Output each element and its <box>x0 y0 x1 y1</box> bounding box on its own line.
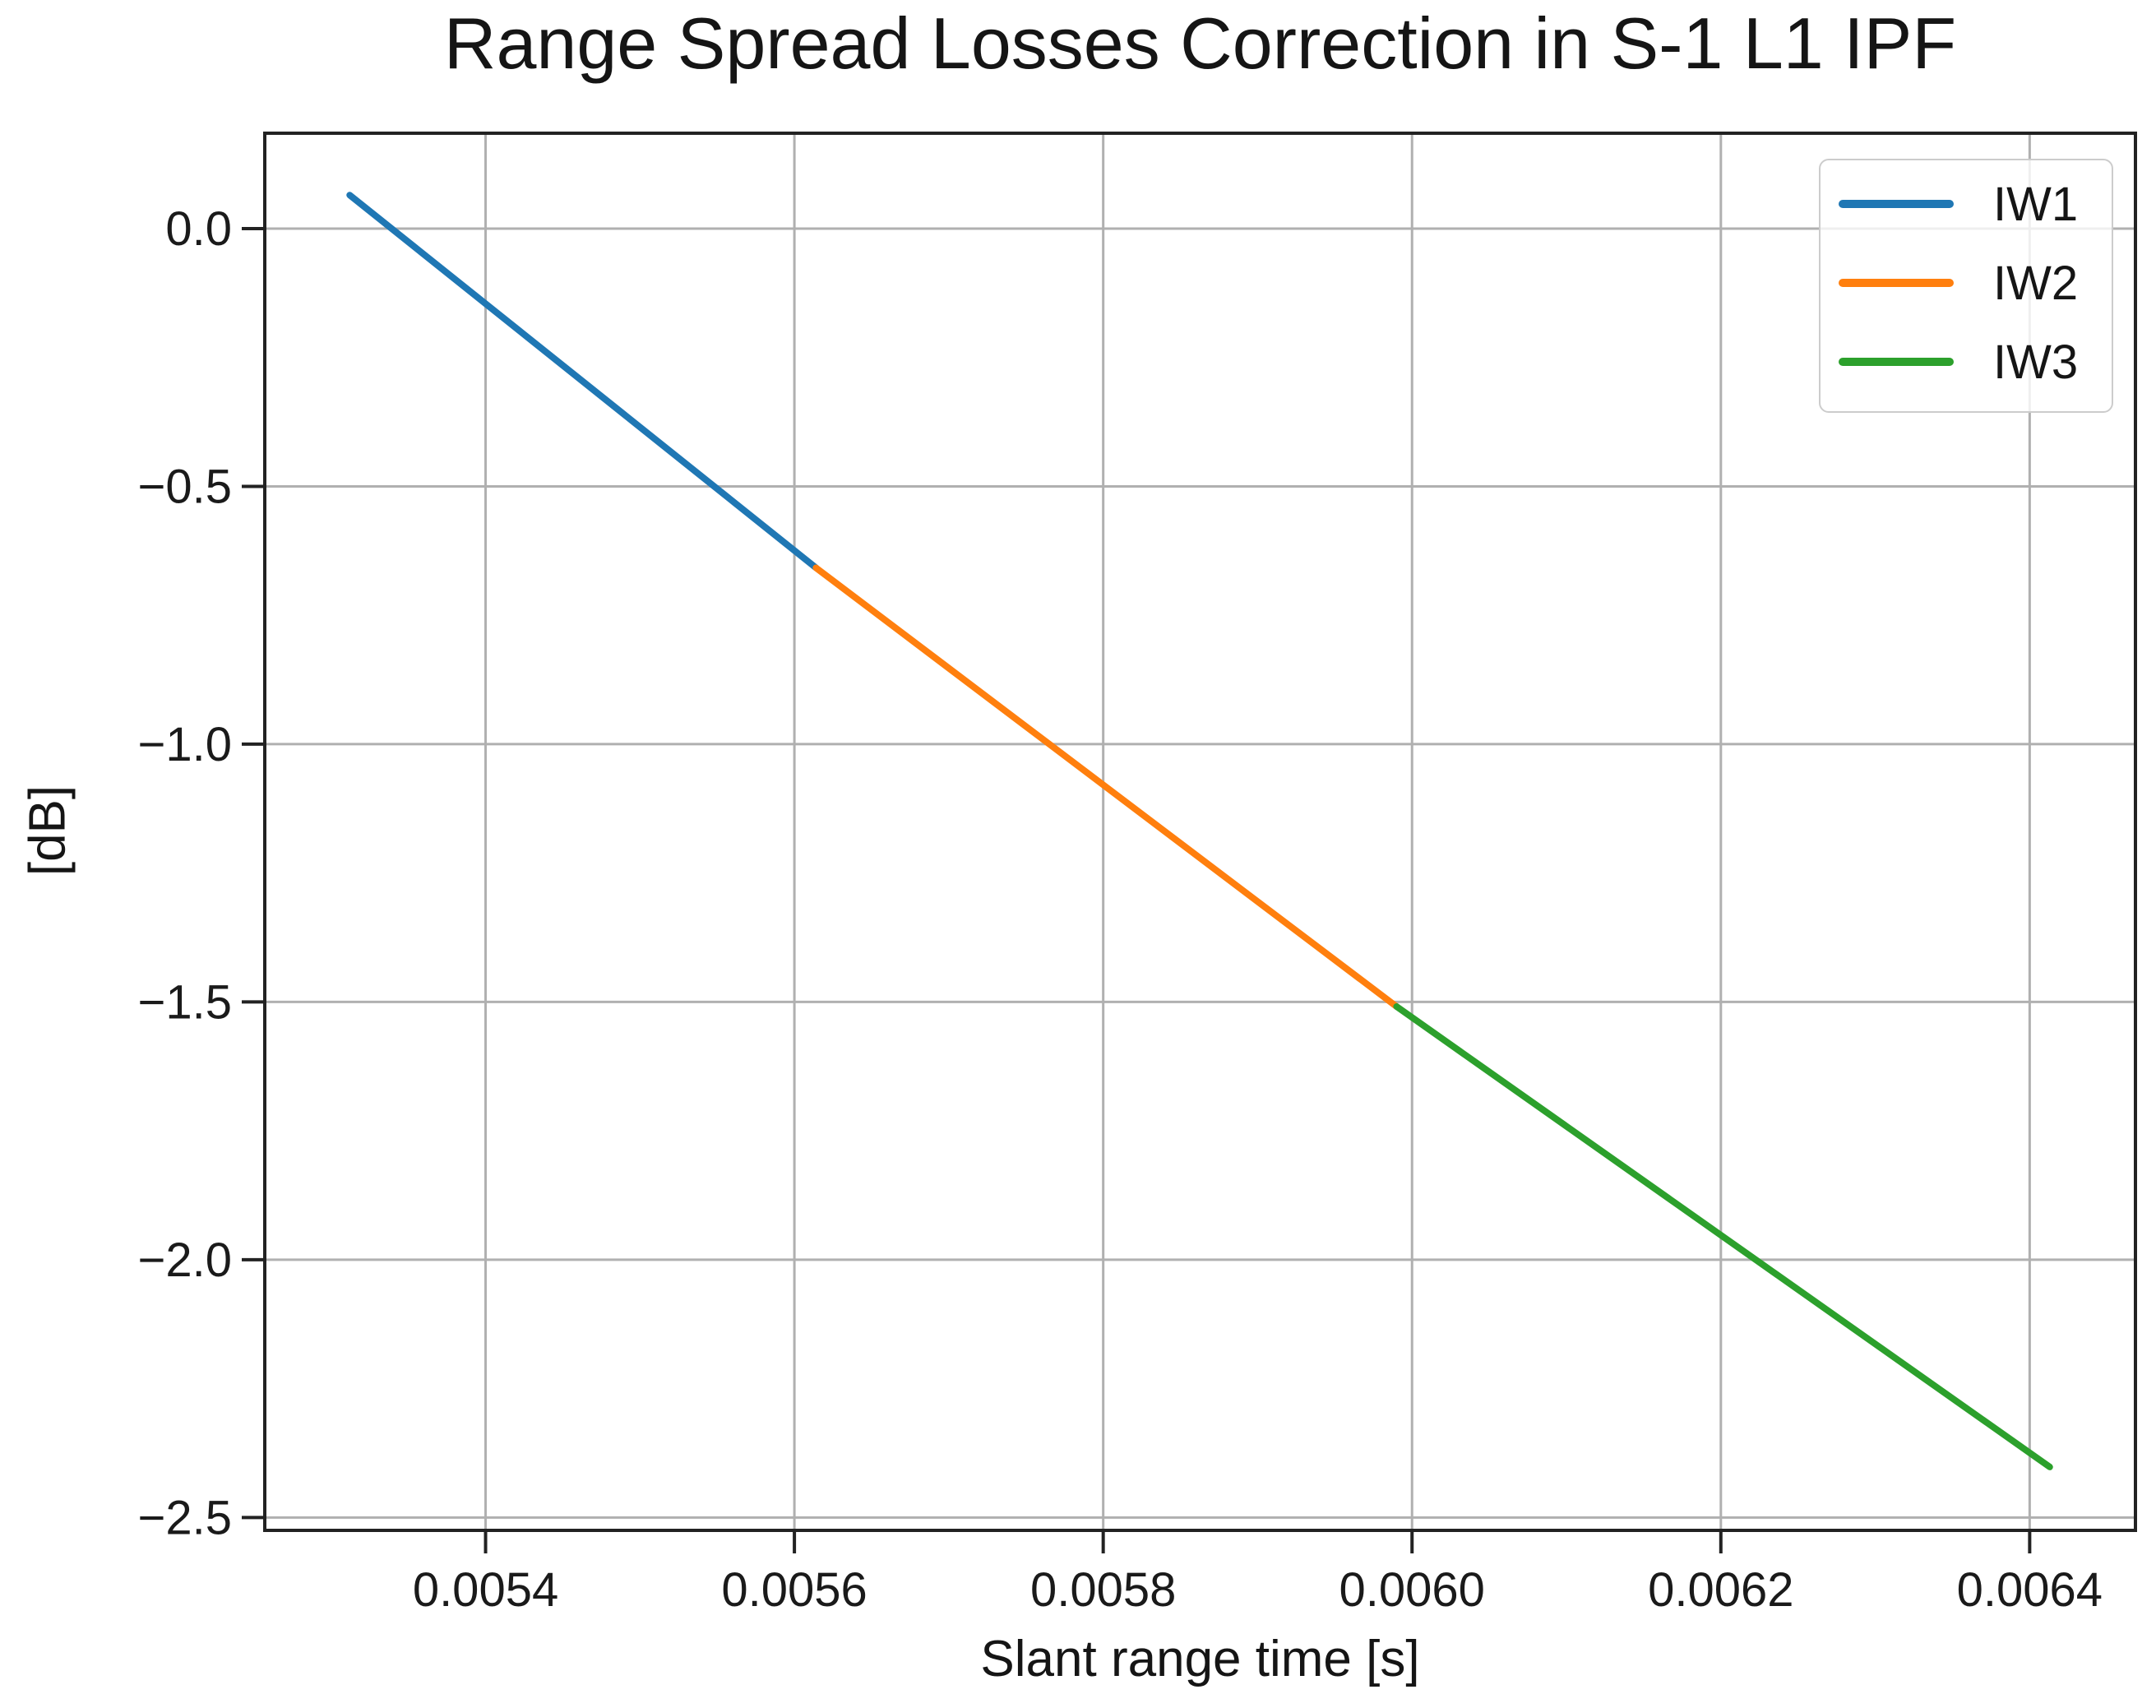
legend-line-sample-iw2 <box>1839 279 1954 287</box>
legend-row-iw2: IW2 <box>1821 243 2112 322</box>
x-tick-label: 0.0060 <box>1339 1563 1485 1617</box>
y-tick-label: −0.5 <box>138 460 233 513</box>
x-axis-label: Slant range time [s] <box>980 1631 1420 1687</box>
y-tick-label: −1.5 <box>138 975 233 1029</box>
series-line-iw3 <box>1393 1003 2053 1470</box>
chart-title: Range Spread Losses Correction in S-1 L1… <box>443 2 1957 84</box>
x-tick-label: 0.0056 <box>721 1563 867 1617</box>
legend-label-iw3: IW3 <box>1993 335 2079 389</box>
x-tick-label: 0.0058 <box>1030 1563 1176 1617</box>
x-tick-label: 0.0054 <box>413 1563 558 1617</box>
y-tick-label: −2.5 <box>138 1491 233 1544</box>
legend-line-sample-iw1 <box>1839 200 1954 208</box>
legend-label-iw1: IW1 <box>1993 177 2079 231</box>
legend-row-iw3: IW3 <box>1821 322 2112 401</box>
legend: IW1 IW2 IW3 <box>1819 159 2113 413</box>
y-tick-label: 0.0 <box>165 202 232 256</box>
plot-frame <box>263 132 2137 1532</box>
y-axis-label: [dB] <box>19 785 76 877</box>
x-tick-label: 0.0062 <box>1648 1563 1793 1617</box>
legend-label-iw2: IW2 <box>1993 256 2079 310</box>
y-tick-label: −1.0 <box>138 718 233 771</box>
series-line-iw2 <box>812 564 1400 1011</box>
legend-line-sample-iw3 <box>1839 358 1954 366</box>
legend-row-iw1: IW1 <box>1821 164 2112 243</box>
y-tick-label: −2.0 <box>138 1234 233 1287</box>
x-tick-label: 0.0064 <box>1957 1563 2103 1617</box>
series-line-iw1 <box>346 192 820 572</box>
